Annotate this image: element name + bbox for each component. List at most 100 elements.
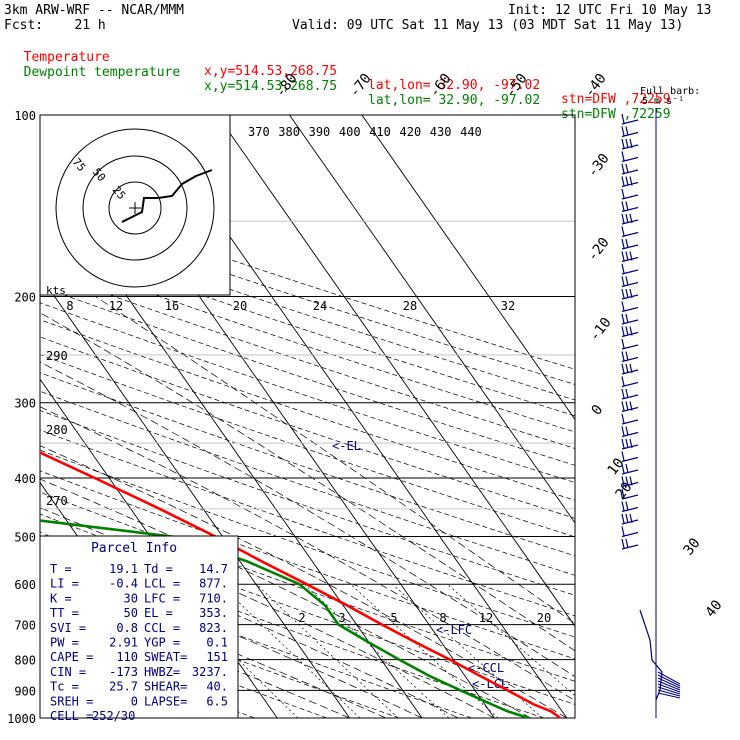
mixing-ratio-label: 2: [298, 611, 305, 625]
wind-barb-flag: [621, 313, 625, 324]
wind-barb-flag: [629, 513, 633, 524]
wind-barb-flag: [621, 376, 625, 386]
hodograph-ring: [55, 128, 215, 288]
wind-barb-flag: [625, 288, 629, 299]
wind-barb-flag: [621, 226, 625, 236]
wind-barb-shaft: [621, 456, 639, 463]
parcel-info-panel: Parcel Info T = 19.1 Td = 14.7 LI = -0.4 LCL = 8…: [39, 535, 239, 723]
parcel-value: -173: [109, 665, 138, 679]
wind-barbs: Full barb:5 m s⁻¹: [621, 86, 700, 718]
wind-barb-flag: [625, 251, 629, 261]
wind-barb-shaft: [621, 156, 639, 163]
wind-barb: [621, 526, 639, 538]
wind-barb-shaft: [621, 481, 639, 488]
isotherm-label: 30: [681, 535, 704, 558]
wind-barb-shaft: [621, 506, 639, 513]
wind-barb-shaft: [621, 119, 639, 125]
dry-adiabat-line: [40, 410, 575, 596]
wind-barb-flag: [621, 288, 625, 299]
wind-barb: [621, 163, 639, 175]
wind-barb-flag: [621, 501, 625, 511]
parcel-label: LI =: [50, 577, 79, 591]
hodograph-scale-label: 16: [165, 299, 179, 313]
wind-barb-flag: [621, 201, 625, 211]
wind-barb-shaft: [621, 544, 639, 550]
parcel-label: K =: [50, 591, 72, 605]
parcel-value: 0.8: [116, 621, 138, 635]
wind-barb-flag: [625, 276, 629, 286]
parcel-value: 151: [206, 650, 228, 664]
wind-barb-flag: [621, 526, 625, 536]
wind-barb-flag: [621, 538, 625, 549]
temperature-point: [305, 583, 308, 585]
mixing-ratio-line: [256, 583, 399, 718]
parcel-label: Td =: [144, 562, 173, 576]
wind-barb: [621, 488, 639, 500]
theta-label: 430: [430, 125, 452, 139]
hodograph-scale-label: 28: [403, 299, 417, 313]
wind-barb-flag: [621, 301, 625, 311]
legend-dewpoint-label: Dewpoint temperature: [23, 65, 181, 80]
wind-barb-shaft: [621, 269, 639, 275]
theta-label: 440: [460, 125, 482, 139]
wind-barb-flag: [621, 351, 625, 361]
wind-barb-flag: [621, 338, 625, 349]
wind-barb-flag: [621, 388, 625, 399]
temperature-point: [345, 604, 348, 606]
temperature-point: [478, 674, 480, 677]
barb-unit: 5 m s⁻¹: [642, 96, 684, 107]
level-annotation: <-LFC: [436, 623, 472, 637]
legend-temperature: Temperature x,y=514.53,268.75 lat,lon= 3…: [8, 37, 671, 107]
wind-barb-flag: [621, 488, 625, 499]
legend-temperature-xy: x,y=514.53,268.75: [204, 64, 338, 79]
moist-adiabat-line: [40, 445, 567, 718]
wind-barb: [621, 301, 639, 313]
wind-barb: [621, 276, 639, 288]
wind-barb-shaft: [621, 519, 639, 525]
wind-barb-flag: [621, 476, 625, 486]
wind-barb: [621, 338, 639, 350]
pressure-tick-label: 900: [14, 684, 36, 698]
dewpoint-point: [37, 520, 39, 522]
init-time: Init: 12 UTC Fri 10 May 13: [508, 3, 712, 18]
low-level-barb: [657, 680, 681, 691]
wind-barb-shaft: [621, 319, 639, 325]
wind-barb-flag: [625, 501, 629, 511]
wind-barb: [621, 401, 639, 413]
wind-barb-shaft: [621, 219, 639, 225]
parcel-label: EL =: [144, 606, 173, 620]
parcel-value: 25.7: [109, 680, 138, 694]
wind-barb-shaft: [621, 331, 639, 338]
legend-temperature-label: Temperature: [23, 50, 110, 65]
wind-barb-flag: [621, 326, 625, 336]
forecast-hour: Fcst: 21 h: [4, 18, 106, 33]
isotherm-label: -40: [582, 71, 610, 101]
wind-barb: [621, 288, 639, 300]
wind-barb: [621, 413, 639, 425]
wind-barb: [621, 388, 639, 400]
pressure-tick-label: 400: [14, 472, 36, 486]
wind-barb-flag: [629, 251, 633, 261]
theta-label: 380: [278, 125, 300, 139]
parcel-label: Tc =: [50, 680, 79, 694]
dewpoint-point: [459, 689, 462, 692]
wind-barb-shaft: [621, 444, 639, 450]
dewpoint-point: [324, 604, 326, 606]
wind-barb-flag: [629, 476, 633, 486]
wind-barb-flag: [625, 388, 629, 399]
isotherm-label: 40: [703, 597, 726, 620]
parcel-label: PW =: [50, 636, 79, 650]
dewpoint-point: [491, 703, 494, 706]
parcel-label: LCL =: [144, 577, 180, 591]
wind-barb-flag: [621, 213, 625, 224]
parcel-value: -0.4: [109, 577, 138, 591]
wind-barb-shaft: [621, 531, 639, 538]
temperature-point: [449, 658, 451, 661]
wind-barb-flag: [625, 363, 629, 374]
wind-barb: [621, 251, 639, 263]
pressure-tick-label: 500: [14, 530, 36, 544]
wind-barb: [621, 376, 639, 388]
wind-barb-shaft: [621, 206, 639, 213]
